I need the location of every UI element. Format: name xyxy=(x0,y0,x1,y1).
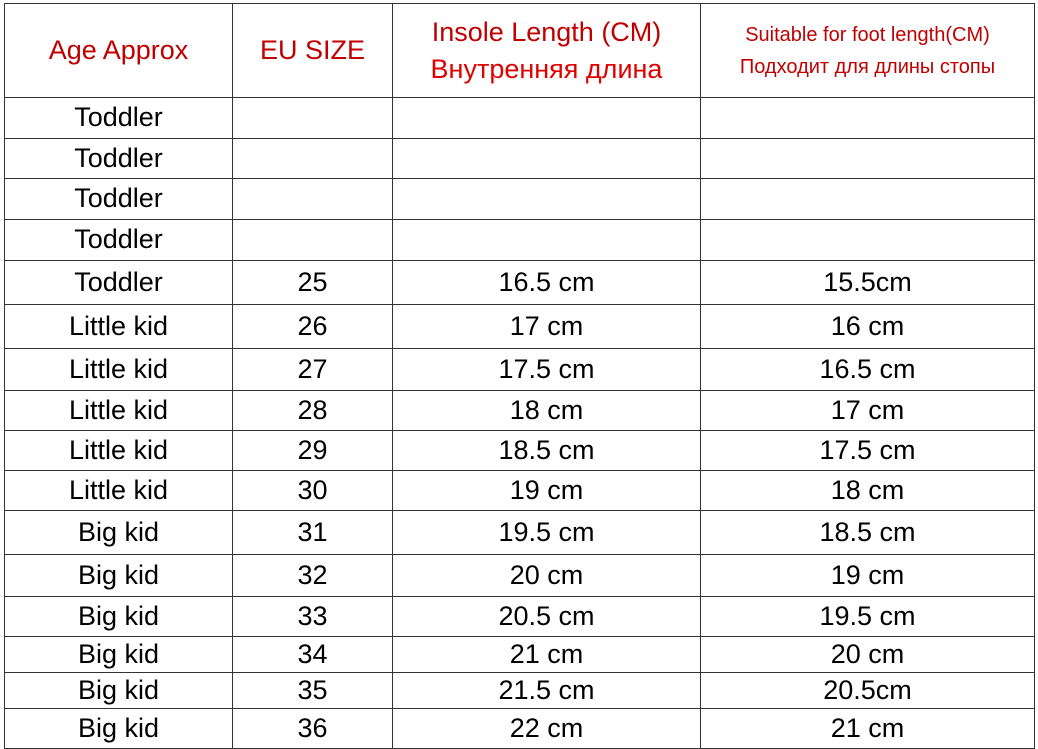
table-row: Toddler xyxy=(4,219,1035,261)
header-foot-ru: Подходит для длины стопы xyxy=(739,55,996,78)
cell-foot: 19 cm xyxy=(700,554,1035,597)
cell-foot: 15.5cm xyxy=(700,260,1035,305)
cell-foot xyxy=(700,219,1035,261)
cell-foot: 20 cm xyxy=(700,636,1035,673)
table-row: Little kid 26 17 cm 16 cm xyxy=(4,304,1035,349)
cell-insole: 19 cm xyxy=(392,470,701,511)
header-eu-size: EU SIZE xyxy=(232,3,393,98)
cell-foot xyxy=(700,97,1035,139)
header-row: Age Approx EU SIZE Insole Length (CM) Вн… xyxy=(4,3,1035,98)
header-age: Age Approx xyxy=(4,3,233,98)
cell-foot: 20.5cm xyxy=(700,672,1035,709)
header-insole-ru: Внутренняя длина xyxy=(430,53,663,84)
cell-foot: 21 cm xyxy=(700,708,1035,749)
table-row: Big kid 35 21.5 cm 20.5cm xyxy=(4,672,1035,709)
cell-age: Big kid xyxy=(4,510,233,555)
cell-insole: 17.5 cm xyxy=(392,348,701,391)
cell-foot: 17.5 cm xyxy=(700,430,1035,471)
cell-age: Little kid xyxy=(4,470,233,511)
cell-eu xyxy=(232,97,393,139)
cell-eu: 26 xyxy=(232,304,393,349)
table-row: Big kid 33 20.5 cm 19.5 cm xyxy=(4,596,1035,637)
cell-eu: 36 xyxy=(232,708,393,749)
cell-insole: 20.5 cm xyxy=(392,596,701,637)
header-insole-en: Insole Length (CM) xyxy=(431,17,662,48)
table-row: Toddler xyxy=(4,178,1035,220)
cell-age: Toddler xyxy=(4,260,233,305)
cell-age: Little kid xyxy=(4,348,233,391)
table-row: Big kid 36 22 cm 21 cm xyxy=(4,708,1035,749)
cell-insole xyxy=(392,97,701,139)
table-row: Toddler xyxy=(4,138,1035,179)
cell-age: Big kid xyxy=(4,636,233,673)
cell-eu: 31 xyxy=(232,510,393,555)
cell-foot: 16 cm xyxy=(700,304,1035,349)
cell-insole: 21.5 cm xyxy=(392,672,701,709)
cell-eu: 29 xyxy=(232,430,393,471)
cell-age: Big kid xyxy=(4,554,233,597)
cell-eu xyxy=(232,178,393,220)
table-row: Big kid 32 20 cm 19 cm xyxy=(4,554,1035,597)
cell-insole: 18.5 cm xyxy=(392,430,701,471)
table-row: Toddler xyxy=(4,97,1035,139)
cell-age: Toddler xyxy=(4,219,233,261)
table-row: Little kid 29 18.5 cm 17.5 cm xyxy=(4,430,1035,471)
cell-eu: 28 xyxy=(232,390,393,431)
cell-insole: 16.5 cm xyxy=(392,260,701,305)
cell-eu: 32 xyxy=(232,554,393,597)
table-row: Big kid 34 21 cm 20 cm xyxy=(4,636,1035,673)
table-row: Big kid 31 19.5 cm 18.5 cm xyxy=(4,510,1035,555)
cell-eu: 25 xyxy=(232,260,393,305)
cell-age: Little kid xyxy=(4,430,233,471)
cell-age: Big kid xyxy=(4,672,233,709)
cell-insole xyxy=(392,178,701,220)
cell-eu: 30 xyxy=(232,470,393,511)
cell-insole: 18 cm xyxy=(392,390,701,431)
cell-eu xyxy=(232,138,393,179)
cell-age: Big kid xyxy=(4,596,233,637)
cell-insole: 19.5 cm xyxy=(392,510,701,555)
table-row: Little kid 28 18 cm 17 cm xyxy=(4,390,1035,431)
cell-insole: 20 cm xyxy=(392,554,701,597)
cell-foot: 19.5 cm xyxy=(700,596,1035,637)
cell-insole: 17 cm xyxy=(392,304,701,349)
cell-eu: 35 xyxy=(232,672,393,709)
cell-eu: 33 xyxy=(232,596,393,637)
header-foot-en: Suitable for foot length(CM) xyxy=(745,23,990,46)
cell-foot xyxy=(700,138,1035,179)
cell-insole: 21 cm xyxy=(392,636,701,673)
cell-age: Little kid xyxy=(4,390,233,431)
cell-eu xyxy=(232,219,393,261)
cell-age: Toddler xyxy=(4,178,233,220)
cell-foot xyxy=(700,178,1035,220)
cell-eu: 27 xyxy=(232,348,393,391)
cell-age: Toddler xyxy=(4,97,233,139)
cell-insole xyxy=(392,219,701,261)
header-foot-length: Suitable for foot length(CM) Подходит дл… xyxy=(700,3,1035,98)
table-row: Little kid 30 19 cm 18 cm xyxy=(4,470,1035,511)
cell-age: Little kid xyxy=(4,304,233,349)
header-insole-length: Insole Length (CM) Внутренняя длина xyxy=(392,3,701,98)
table-row: Little kid 27 17.5 cm 16.5 cm xyxy=(4,348,1035,391)
cell-eu: 34 xyxy=(232,636,393,673)
cell-foot: 16.5 cm xyxy=(700,348,1035,391)
size-chart-table: Age Approx EU SIZE Insole Length (CM) Вн… xyxy=(4,3,1035,749)
cell-foot: 18 cm xyxy=(700,470,1035,511)
table-row: Toddler 25 16.5 cm 15.5cm xyxy=(4,260,1035,305)
cell-foot: 18.5 cm xyxy=(700,510,1035,555)
cell-age: Big kid xyxy=(4,708,233,749)
cell-insole: 22 cm xyxy=(392,708,701,749)
cell-foot: 17 cm xyxy=(700,390,1035,431)
cell-insole xyxy=(392,138,701,179)
cell-age: Toddler xyxy=(4,138,233,179)
